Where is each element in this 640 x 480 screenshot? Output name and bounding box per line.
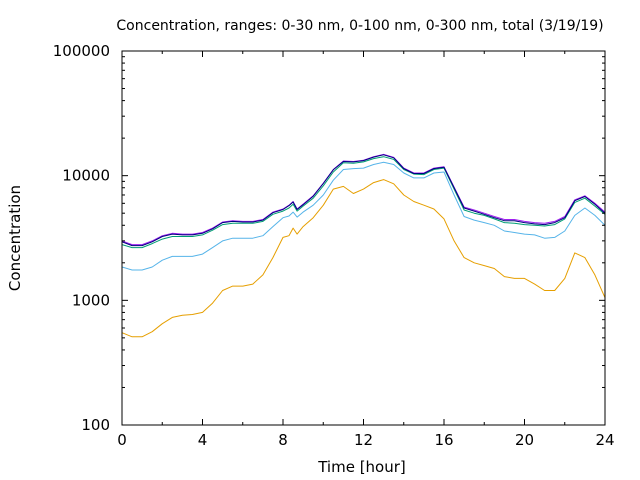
series-line-5 [121,154,606,247]
series-line-1 [121,179,606,338]
axis-layer: 0 4 8 12 16 20 24 100 1000 10000 100000 [53,42,615,449]
y-axis-label: Concentration [6,185,24,291]
series-line-2 [121,161,606,271]
series-line-3 [121,156,606,249]
x-tick-label: 12 [354,431,373,449]
x-tick-label: 0 [117,431,127,449]
y-tick-label: 100000 [53,42,110,60]
y-tick-label: 100 [81,416,110,434]
plot-frame [121,50,606,426]
chart-title: Concentration, ranges: 0-30 nm, 0-100 nm… [116,18,603,34]
x-tick-label: 20 [515,431,534,449]
x-axis-label: Time [hour] [317,458,406,476]
x-tick-label: 8 [278,431,288,449]
y-tick-label: 1000 [72,291,110,309]
x-tick-label: 4 [198,431,208,449]
x-tick-label: 16 [434,431,453,449]
y-tick-label: 10000 [62,167,110,185]
series-layer [121,153,606,338]
x-tick-label: 24 [595,431,614,449]
